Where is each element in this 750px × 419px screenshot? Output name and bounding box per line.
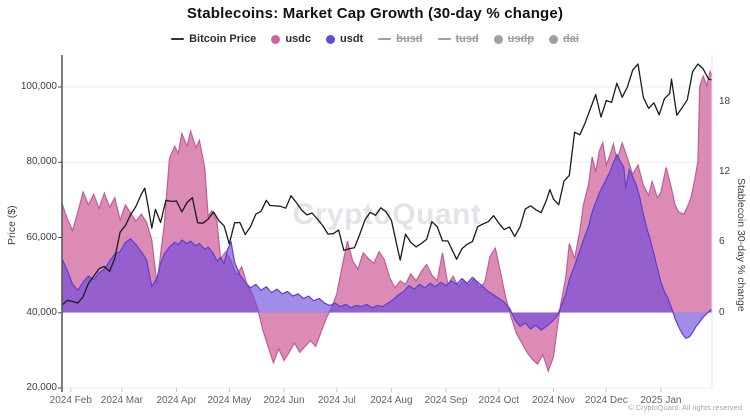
chart-legend: Bitcoin Price usdc usdt busd tusd usdp dai xyxy=(0,31,750,47)
legend-item-usdt[interactable]: usdt xyxy=(326,33,363,45)
legend-item-tusd[interactable]: tusd xyxy=(437,33,479,45)
month-tick-label: 2024 Dec xyxy=(584,395,628,406)
month-tick-label: 2024 Nov xyxy=(532,395,575,406)
price-tick-label: 20,000 xyxy=(26,382,57,393)
pct-tick-label: 12 xyxy=(719,166,731,178)
legend-label: usdt xyxy=(340,33,364,45)
usdt-area-line xyxy=(61,153,713,339)
left-axis-title: Price ($) xyxy=(6,205,18,245)
legend-item-usdc[interactable]: usdc xyxy=(271,33,311,45)
price-tick-label: 100,000 xyxy=(20,81,57,92)
month-tick-label: 2025 Jan xyxy=(640,395,682,406)
month-tick-label: 2024 Aug xyxy=(370,395,413,406)
dot-marker-icon xyxy=(493,34,503,44)
legend-label: usdc xyxy=(285,33,311,45)
price-tick-label: 40,000 xyxy=(26,306,57,318)
chart-title: Stablecoins: Market Cap Growth (30-day %… xyxy=(186,5,564,22)
legend-item-bitcoin-price[interactable]: Bitcoin Price xyxy=(171,33,256,45)
legend-item-usdp[interactable]: usdp xyxy=(493,33,535,45)
legend-item-dai[interactable]: dai xyxy=(549,33,579,45)
dot-marker-icon xyxy=(326,34,335,44)
month-tick-label: 2024 Oct xyxy=(478,395,520,406)
usdt-area xyxy=(62,154,712,339)
bitcoin-price-line xyxy=(61,63,713,306)
cryptoquant-watermark: CryptoQuant xyxy=(292,198,482,231)
legend-label: tusd xyxy=(455,33,479,45)
line-marker-icon xyxy=(378,38,392,40)
legend-label: Bitcoin Price xyxy=(189,33,257,45)
price-tick-label: 60,000 xyxy=(26,231,57,243)
month-tick-label: 2024 Mar xyxy=(100,395,144,406)
month-tick-label: 2024 Jul xyxy=(317,395,356,406)
copyright-notice: © CryptoQuant. All rights reserved xyxy=(628,403,742,412)
legend-label: busd xyxy=(396,33,423,45)
month-tick-label: 2024 Apr xyxy=(156,395,197,406)
pct-tick-label: 18 xyxy=(719,95,731,107)
price-tick-label: 80,000 xyxy=(26,156,57,168)
line-marker-icon xyxy=(171,38,185,40)
month-tick-label: 2024 Sep xyxy=(424,395,468,406)
right-axis-title: Stablecoin 30-day % change xyxy=(735,178,747,312)
dot-marker-icon xyxy=(549,34,559,44)
legend-label: usdp xyxy=(507,33,535,45)
line-marker-icon xyxy=(437,38,451,40)
pct-tick-label: 0 xyxy=(719,306,725,318)
legend-item-busd[interactable]: busd xyxy=(378,33,423,45)
pct-tick-label: 6 xyxy=(719,236,725,248)
month-tick-label: 2024 Feb xyxy=(49,395,92,406)
dot-marker-icon xyxy=(271,34,281,44)
month-tick-label: 2024 Jun xyxy=(263,395,305,406)
usdc-area-line xyxy=(61,69,713,373)
legend-label: dai xyxy=(563,33,579,45)
month-tick-label: 2024 May xyxy=(207,395,252,406)
